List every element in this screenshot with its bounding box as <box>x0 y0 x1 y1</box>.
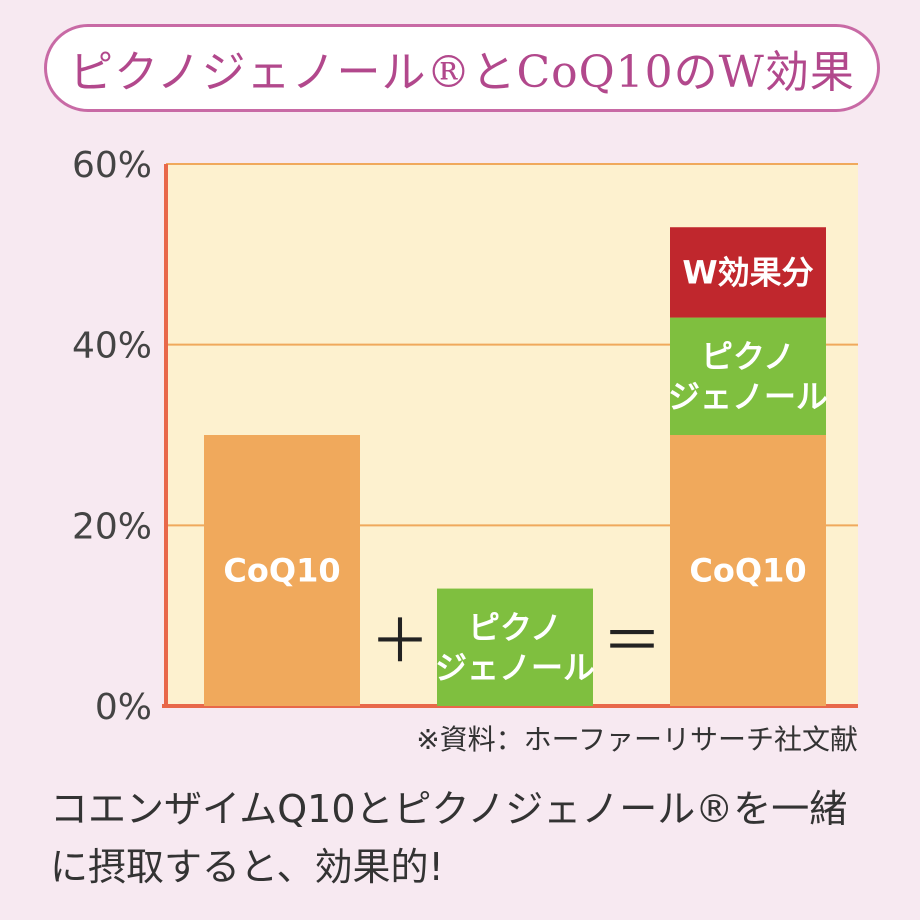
plus-operator: ＋ <box>370 607 430 677</box>
bar-label: CoQ10 <box>689 552 806 590</box>
y-tick-label: 0% <box>95 687 152 728</box>
bar-label: ピクノ <box>468 608 562 646</box>
y-tick-label: 60% <box>72 145 152 186</box>
bar-label: W効果分 <box>682 253 813 291</box>
bar-label: CoQ10 <box>223 552 340 590</box>
chart-title: ピクノジェノール®とCoQ10のW効果 <box>44 24 880 112</box>
bar-segment <box>670 435 826 706</box>
source-note: ※資料：ホーファーリサーチ社文献 <box>416 723 858 756</box>
equals-operator: ＝ <box>602 607 662 677</box>
y-tick-label: 40% <box>72 326 152 367</box>
bar-segment <box>670 317 826 435</box>
caption-text: コエンザイムQ10とピクノジェノール®を一緒に摂取すると、効果的! <box>50 787 848 889</box>
bar-label: ジェノール <box>668 377 828 415</box>
bar-label: ピクノ <box>701 337 795 375</box>
bar-segment <box>204 435 360 706</box>
y-tick-label: 20% <box>72 506 152 547</box>
bar-segment <box>670 227 826 318</box>
bar-segment <box>437 588 593 706</box>
bar-label: ジェノール <box>435 648 595 686</box>
